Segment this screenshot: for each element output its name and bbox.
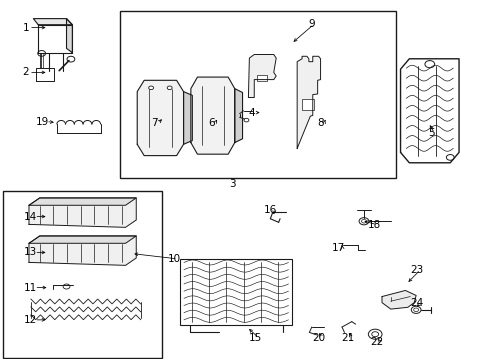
Text: 12: 12 bbox=[24, 315, 37, 325]
Polygon shape bbox=[297, 56, 320, 148]
Circle shape bbox=[413, 308, 418, 312]
Bar bbox=[302, 99, 314, 110]
Text: 3: 3 bbox=[228, 179, 235, 189]
Text: 15: 15 bbox=[248, 333, 261, 343]
Bar bbox=[120, 12, 395, 178]
Polygon shape bbox=[137, 80, 183, 156]
Circle shape bbox=[361, 220, 366, 223]
Circle shape bbox=[446, 154, 453, 160]
Polygon shape bbox=[234, 89, 242, 143]
Bar bbox=[256, 75, 267, 81]
Text: 6: 6 bbox=[208, 118, 215, 128]
Circle shape bbox=[367, 329, 381, 339]
Circle shape bbox=[410, 306, 420, 314]
Polygon shape bbox=[29, 236, 136, 243]
Text: 20: 20 bbox=[311, 333, 324, 343]
Text: 13: 13 bbox=[24, 247, 37, 257]
Text: 9: 9 bbox=[307, 19, 314, 29]
Polygon shape bbox=[183, 91, 192, 144]
Circle shape bbox=[63, 284, 70, 289]
Circle shape bbox=[67, 56, 75, 62]
Polygon shape bbox=[33, 19, 72, 25]
Text: 11: 11 bbox=[24, 283, 37, 293]
Text: 2: 2 bbox=[22, 67, 29, 77]
Bar bbox=[180, 259, 292, 325]
Polygon shape bbox=[66, 19, 72, 53]
Text: 10: 10 bbox=[167, 254, 180, 264]
Circle shape bbox=[371, 332, 378, 337]
Text: 16: 16 bbox=[264, 206, 277, 216]
Circle shape bbox=[38, 50, 45, 56]
Polygon shape bbox=[248, 54, 276, 98]
Polygon shape bbox=[29, 198, 136, 205]
Text: 22: 22 bbox=[369, 337, 383, 347]
Text: 5: 5 bbox=[427, 129, 434, 138]
Text: 19: 19 bbox=[36, 117, 49, 127]
Text: 14: 14 bbox=[24, 212, 37, 221]
Text: 21: 21 bbox=[340, 333, 354, 343]
Circle shape bbox=[244, 118, 248, 122]
Polygon shape bbox=[36, 68, 54, 81]
Text: 23: 23 bbox=[409, 265, 423, 275]
Text: 24: 24 bbox=[409, 298, 423, 308]
Text: 8: 8 bbox=[317, 118, 324, 128]
Text: 7: 7 bbox=[151, 118, 158, 128]
Polygon shape bbox=[29, 198, 136, 227]
Circle shape bbox=[358, 218, 368, 225]
Circle shape bbox=[148, 86, 153, 90]
Bar bbox=[3, 191, 161, 357]
Polygon shape bbox=[381, 291, 415, 309]
Text: 17: 17 bbox=[331, 243, 345, 253]
Circle shape bbox=[424, 60, 434, 68]
Circle shape bbox=[167, 86, 172, 90]
Polygon shape bbox=[29, 236, 136, 265]
Text: 18: 18 bbox=[366, 220, 380, 230]
Polygon shape bbox=[400, 59, 458, 163]
Polygon shape bbox=[38, 25, 72, 53]
Text: 1: 1 bbox=[22, 23, 29, 33]
Polygon shape bbox=[190, 77, 234, 154]
Text: 4: 4 bbox=[248, 108, 255, 118]
